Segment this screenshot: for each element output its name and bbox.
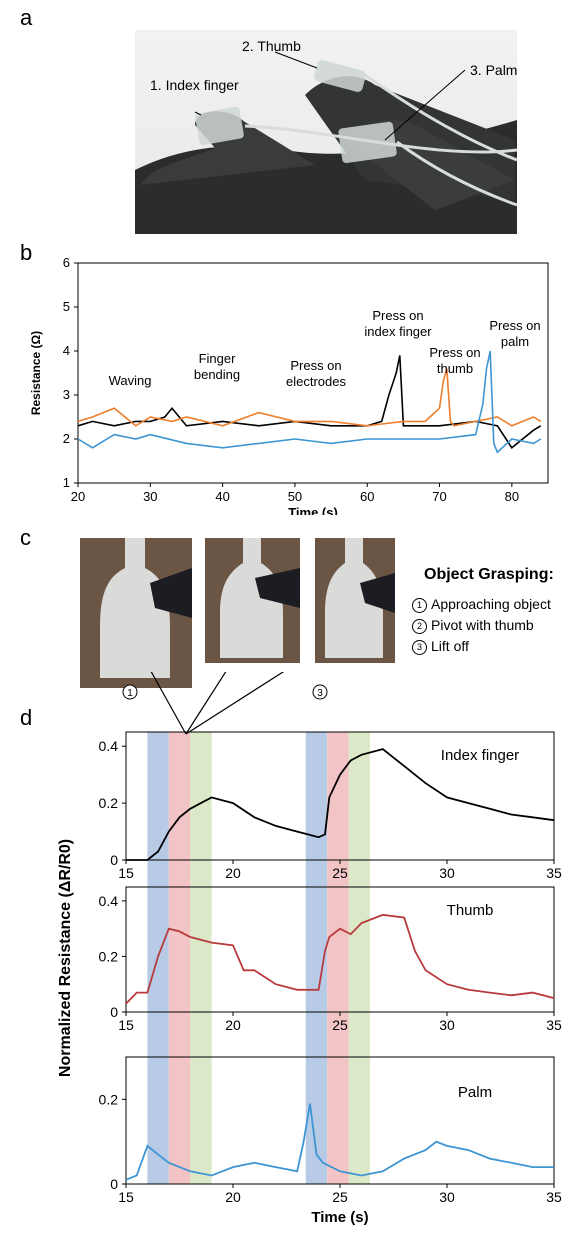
glove-illustration [135,51,517,234]
y-tick-label: 0.2 [99,948,119,964]
subplot-line-red [125,913,555,1005]
x-tick-label: 20 [225,1017,241,1033]
x-tick-label: 60 [360,489,374,504]
x-tick-label: 25 [332,1017,348,1033]
step-marker-number: 1 [127,688,133,699]
step-marker-number: 3 [317,688,323,699]
highlight-band [348,732,370,1184]
grasping-step-2: 2 Pivot with thumb [412,617,534,634]
annotation-label: Press on electrodes [286,358,346,389]
grasp-photo-2 [205,538,300,663]
x-tick-label: 35 [546,1189,562,1205]
annotation-label: Waving [109,373,152,388]
highlight-band [168,732,191,1184]
step-marker-circle [122,684,138,700]
x-tick-label: 40 [215,489,229,504]
y-tick-label: 0 [110,1004,118,1020]
x-tick-label: 20 [225,865,241,881]
highlight-band [305,732,328,1184]
x-tick-label: 50 [288,489,302,504]
x-tick-label: 15 [118,1017,134,1033]
highlight-band [327,732,349,1184]
step-number-1: 1 [412,598,427,613]
x-tick-label: 15 [118,1189,134,1205]
series-line-blue [77,350,542,454]
grasping-step-3: 3 Lift off [412,638,469,655]
subplot-name: Index finger [441,747,519,764]
y-axis-label: Normalized Resistance (ΔR/R0) [57,839,74,1077]
y-tick-label: 2 [63,431,70,446]
subplot-name: Palm [458,1084,492,1101]
panel-letter-a: a [20,5,33,30]
panel-letter-c: c [20,525,31,550]
y-tick-label: 3 [63,387,70,402]
bottle-illustration [315,538,395,663]
y-tick-label: 1 [63,475,70,490]
annotation-label: Finger bending [194,351,240,382]
x-tick-label: 35 [546,1017,562,1033]
label-index-finger: 1. Index finger [150,77,239,93]
x-axis-label: Time (s) [288,505,338,515]
step-marker-circle [312,684,328,700]
step-text-2: Pivot with thumb [431,617,534,633]
step-arrow-line [185,672,227,735]
subplot-line-black [126,748,555,861]
x-tick-label: 80 [505,489,519,504]
x-tick-label: 35 [546,865,562,881]
annotation-label: Press on index finger [364,308,432,339]
x-tick-label: 70 [432,489,446,504]
subplot-line-blue [125,1103,554,1181]
x-tick-label: 15 [118,865,134,881]
y-tick-label: 0.4 [99,893,119,909]
grasp-photo-3 [315,538,395,663]
step-arrow-line [185,672,285,735]
glove-photo [135,30,517,234]
label-palm: 3. Palm [470,62,518,78]
step-text-3: Lift off [431,638,469,654]
y-tick-label: 0 [110,1176,118,1192]
y-tick-label: 0 [110,852,118,868]
subplot-name: Thumb [447,902,494,919]
y-axis-label: Resistance (Ω) [29,331,43,415]
highlight-band [190,732,212,1184]
x-tick-label: 30 [439,865,455,881]
x-tick-label: 20 [225,1189,241,1205]
grasping-legend-title: Object Grasping: [424,566,554,583]
grasping-step-1: 1 Approaching object [412,596,551,613]
x-axis-label: Time (s) [311,1209,368,1226]
annotation-label: Press on thumb [429,345,480,376]
panel-letter-b: b [20,240,33,265]
step-text-1: Approaching object [431,596,551,612]
x-tick-label: 25 [332,865,348,881]
step-number-2: 2 [412,619,427,634]
x-tick-label: 30 [439,1189,455,1205]
y-tick-label: 0.2 [99,1091,119,1107]
step-number-3: 3 [412,640,427,655]
y-tick-label: 5 [63,299,70,314]
y-tick-label: 6 [63,255,70,270]
y-tick-label: 0.4 [99,738,119,754]
panel-letter-d: d [20,705,33,730]
y-tick-label: 4 [63,343,70,358]
bottle-illustration [205,538,300,663]
label-thumb: 2. Thumb [242,38,301,54]
grasp-photo-1 [80,538,192,688]
x-tick-label: 30 [143,489,157,504]
x-tick-label: 25 [332,1189,348,1205]
plot-frame [77,262,549,484]
x-tick-label: 20 [71,489,85,504]
bottle-illustration [80,538,192,688]
resistance-chart: 1 2 3 4 5 6 20 30 40 50 60 70 80 Time (s) Resistance (… [29,255,549,515]
annotation-label: Press on palm [489,318,540,349]
y-tick-label: 0.2 [99,795,119,811]
step-arrow-line [150,672,187,735]
x-tick-label: 30 [439,1017,455,1033]
